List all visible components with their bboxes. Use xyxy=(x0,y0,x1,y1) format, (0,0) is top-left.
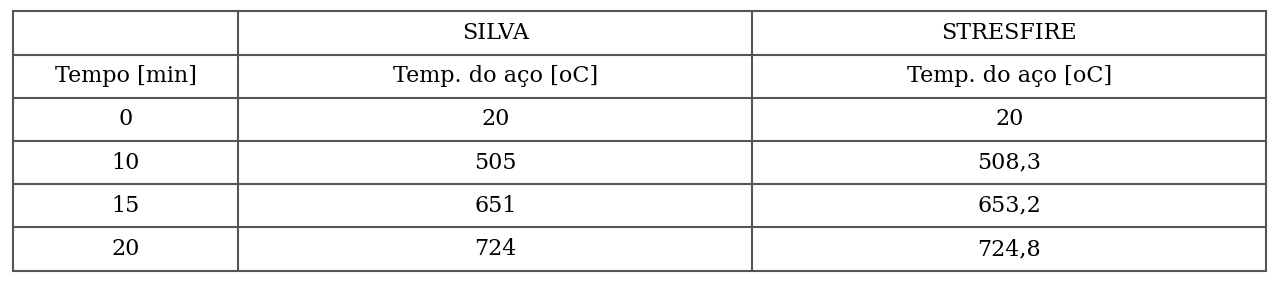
Text: Temp. do aço [oC]: Temp. do aço [oC] xyxy=(393,65,597,87)
Text: 508,3: 508,3 xyxy=(977,152,1041,174)
Text: 20: 20 xyxy=(481,108,509,130)
Text: STRESFIRE: STRESFIRE xyxy=(941,22,1077,44)
Text: 505: 505 xyxy=(475,152,517,174)
Text: SILVA: SILVA xyxy=(462,22,528,44)
Text: 724: 724 xyxy=(475,238,517,260)
Text: Tempo [min]: Tempo [min] xyxy=(55,65,197,87)
Text: 653,2: 653,2 xyxy=(977,195,1041,217)
Text: 724,8: 724,8 xyxy=(977,238,1041,260)
Text: 15: 15 xyxy=(111,195,139,217)
Text: Temp. do aço [oC]: Temp. do aço [oC] xyxy=(907,65,1111,87)
Text: 20: 20 xyxy=(995,108,1023,130)
Text: 0: 0 xyxy=(119,108,133,130)
Text: 20: 20 xyxy=(111,238,139,260)
Text: 10: 10 xyxy=(111,152,139,174)
Text: 651: 651 xyxy=(475,195,517,217)
